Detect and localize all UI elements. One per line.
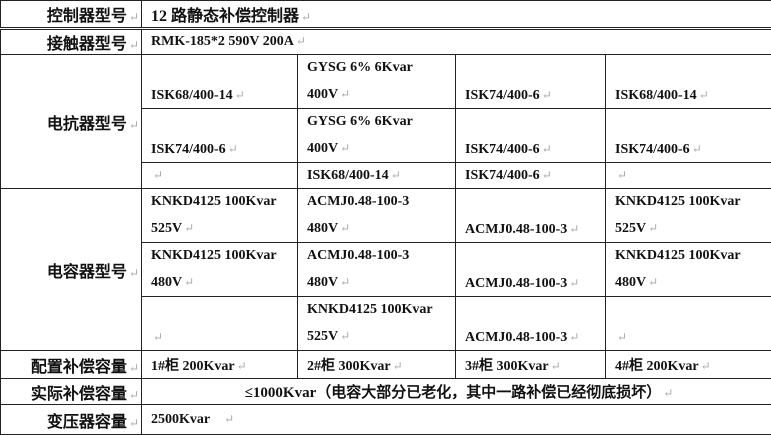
reactor-cell: ISK68/400-14 bbox=[142, 55, 298, 109]
reactor-row: 电抗器型号ISK68/400-14GYSG 6% 6Kvar400VISK74/… bbox=[1, 55, 771, 109]
reactor-cell: ISK68/400-14 bbox=[606, 55, 771, 109]
cell-text: ISK68/400-14 bbox=[615, 88, 697, 103]
reactor-cell: ISK74/400-6 bbox=[456, 163, 606, 189]
reactor-cell: ISK74/400-6 bbox=[456, 55, 606, 109]
row-transformer: 变压器容量 2500Kvar bbox=[1, 405, 771, 435]
cell-line-1: GYSG 6% 6Kvar bbox=[307, 60, 413, 75]
capacitor-cell: KNKD4125 100Kvar 525V bbox=[606, 189, 771, 243]
cell-line-1: GYSG 6% 6Kvar bbox=[307, 114, 413, 129]
capacitor-cell: KNKD4125 100Kvar 525V bbox=[142, 189, 298, 243]
capacitor-cell: KNKD4125 100Kvar 480V bbox=[606, 243, 771, 297]
capacitor-row: 电容器型号KNKD4125 100Kvar525VACMJ0.48-100-34… bbox=[1, 189, 771, 243]
cell-text: ISK74/400-6 bbox=[465, 142, 540, 157]
label-reactor: 电抗器型号 bbox=[47, 116, 127, 133]
config-cell: 2#柜 300Kvar bbox=[307, 359, 391, 374]
label-controller: 控制器型号 bbox=[47, 8, 127, 25]
cell-text: ISK68/400-14 bbox=[307, 168, 389, 183]
capacitor-section: 电容器型号 KNKD4125 100Kvar 525V ACMJ0.48-100-3 4… bbox=[1, 189, 771, 351]
label-actual: 实际补偿容量 bbox=[31, 386, 127, 403]
reactor-cell: ISK68/400-14 bbox=[298, 163, 456, 189]
cell-text: ISK74/400-6 bbox=[151, 142, 226, 157]
cell-line-1: KNKD4125 100Kvar bbox=[615, 194, 741, 209]
cell-line-1: ACMJ0.48-100-3 bbox=[307, 248, 409, 263]
capacitor-cell bbox=[606, 297, 771, 351]
capacitor-cell: ACMJ0.48-100-3 bbox=[456, 189, 606, 243]
reactor-cell bbox=[142, 163, 298, 189]
label-transformer: 变压器容量 bbox=[47, 414, 127, 431]
cell-text: ISK74/400-6 bbox=[615, 142, 690, 157]
capacitor-cell: KNKD4125 100Kvar 480V bbox=[142, 243, 298, 297]
capacitor-cell: ACMJ0.48-100-3 bbox=[456, 297, 606, 351]
cell-line-1: KNKD4125 100Kvar bbox=[615, 248, 741, 263]
row-config: 配置补偿容量 1#柜 200Kvar 2#柜 300Kvar 3#柜 300Kv… bbox=[1, 351, 771, 379]
cell-line-1: KNKD4125 100Kvar bbox=[151, 248, 277, 263]
label-contactor: 接触器型号 bbox=[47, 36, 127, 53]
cell-line-2: 480V bbox=[307, 275, 338, 290]
cell-text: ACMJ0.48-100-3 bbox=[465, 330, 567, 345]
capacitor-cell: ACMJ0.48-100-3 bbox=[456, 243, 606, 297]
cell-line-2: 480V bbox=[615, 275, 646, 290]
cell-text: ACMJ0.48-100-3 bbox=[465, 222, 567, 237]
config-cell: 1#柜 200Kvar bbox=[151, 359, 235, 374]
cell-line-2: 525V bbox=[307, 329, 338, 344]
cell-text: ISK74/400-6 bbox=[465, 168, 540, 183]
reactor-cell: GYSG 6% 6Kvar 400V bbox=[298, 55, 456, 109]
value-transformer: 2500Kvar bbox=[151, 412, 210, 427]
row-actual: 实际补偿容量 ≤1000Kvar（电容大部分已老化，其中一路补偿已经彻底损坏） bbox=[1, 379, 771, 405]
value-actual: ≤1000Kvar（电容大部分已老化，其中一路补偿已经彻底损坏） bbox=[245, 385, 662, 401]
cell-line-1: KNKD4125 100Kvar bbox=[307, 302, 433, 317]
label-config: 配置补偿容量 bbox=[31, 359, 127, 376]
reactor-cell: ISK74/400-6 bbox=[606, 109, 771, 163]
cell-line-2: 400V bbox=[307, 87, 338, 102]
row-contactor: 接触器型号 RMK-185*2 590V 200A bbox=[1, 29, 771, 55]
config-cell: 4#柜 200Kvar bbox=[615, 359, 699, 374]
cell-text: ISK68/400-14 bbox=[151, 88, 233, 103]
reactor-cell: ISK74/400-6 bbox=[142, 109, 298, 163]
capacitor-cell: KNKD4125 100Kvar 525V bbox=[298, 297, 456, 351]
cell-line-2: 525V bbox=[151, 221, 182, 236]
value-contactor: RMK-185*2 590V 200A bbox=[151, 34, 294, 49]
cell-text: ACMJ0.48-100-3 bbox=[465, 276, 567, 291]
reactor-cell: GYSG 6% 6Kvar 400V bbox=[298, 109, 456, 163]
cell-line-2: 525V bbox=[615, 221, 646, 236]
cell-line-2: 400V bbox=[307, 141, 338, 156]
reactor-cell: ISK74/400-6 bbox=[456, 109, 606, 163]
reactor-section: 电抗器型号 ISK68/400-14 GYSG 6% 6Kvar 400V ISK74/… bbox=[1, 55, 771, 189]
capacitor-cell bbox=[142, 297, 298, 351]
reactor-cell bbox=[606, 163, 771, 189]
value-controller: 12 路静态补偿控制器 bbox=[151, 8, 299, 25]
cell-text: ISK74/400-6 bbox=[465, 88, 540, 103]
label-capacitor: 电容器型号 bbox=[47, 264, 127, 281]
capacitor-cell: ACMJ0.48-100-3 480V bbox=[298, 243, 456, 297]
capacitor-cell: ACMJ0.48-100-3 480V bbox=[298, 189, 456, 243]
cell-line-2: 480V bbox=[307, 221, 338, 236]
cell-line-2: 480V bbox=[151, 275, 182, 290]
cell-line-1: KNKD4125 100Kvar bbox=[151, 194, 277, 209]
cell-line-1: ACMJ0.48-100-3 bbox=[307, 194, 409, 209]
config-cell: 3#柜 300Kvar bbox=[465, 359, 549, 374]
row-controller: 控制器型号 12 路静态补偿控制器 bbox=[1, 1, 771, 29]
